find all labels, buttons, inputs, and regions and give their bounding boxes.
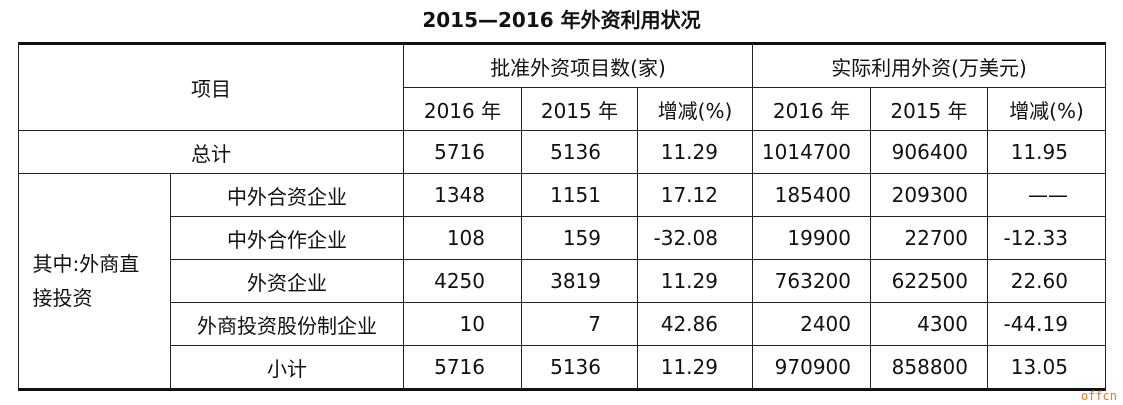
value-cell: 5136 [521,130,638,174]
value-cell: 5136 [521,345,638,390]
table-row: 总计 5716 5136 11.29 1014700 906400 11.95 [18,130,1106,174]
value-cell: -12.33 [987,216,1106,260]
table-row: 外资企业 4250 3819 11.29 763200 622500 22.60 [19,259,1106,303]
value-cell: 622500 [870,259,988,303]
subheader-cell: 2015 年 [521,87,638,131]
row-label: 外商投资股份制企业 [170,302,404,346]
value-cell: 1151 [521,173,638,217]
value-cell: 763200 [752,259,871,303]
subheader-cell: 2015 年 [870,87,988,131]
value-cell: -44.19 [987,302,1106,346]
value-cell: 19900 [752,216,871,260]
table-row: 其中:外商直接投资 中外合资企业 1348 1151 17.12 185400 209300… [18,173,1106,390]
value-cell: 3819 [521,259,638,303]
row-label: 外资企业 [170,259,404,303]
value-cell: 1014700 [752,130,871,174]
value-cell: 5716 [403,345,522,390]
value-cell: 22.60 [987,259,1106,303]
value-cell: 209300 [870,173,988,217]
value-cell: 5716 [403,130,522,174]
value-cell: 858800 [870,345,988,390]
row-label: 中外合资企业 [170,173,404,217]
value-cell: 4300 [870,302,988,346]
row-label: 总计 [18,130,404,174]
table-row: 外商投资股份制企业 10 7 42.86 2400 4300 -44.19 [19,302,1106,346]
value-cell: 185400 [752,173,871,217]
subheader-cell: 2016 年 [752,87,871,131]
table-row: 中外合作企业 108 159 -32.08 19900 22700 -12.33 [19,216,1106,260]
value-cell: 4250 [403,259,522,303]
table-row: 项目 批准外资项目数(家) 实际利用外资(万美元) [18,43,1106,131]
subheader-cell: 增减(%) [987,87,1106,131]
watermark: offcn [1080,389,1117,403]
value-cell: -32.08 [637,216,753,260]
row-label: 小计 [170,345,404,390]
header-cell: 项目 [18,43,404,131]
value-cell: 11.29 [637,259,753,303]
header-cell: 实际利用外资(万美元) [752,43,1106,88]
group-label: 其中:外商直接投资 [18,173,171,390]
subheader-cell: 2016 年 [403,87,522,131]
value-cell: 108 [403,216,522,260]
value-cell: 970900 [752,345,871,390]
value-cell: 906400 [870,130,988,174]
value-cell: 22700 [870,216,988,260]
value-cell: 11.95 [987,130,1106,174]
row-label: 中外合作企业 [170,216,404,260]
value-cell: 17.12 [637,173,753,217]
group-label-text: 其中:外商直接投资 [32,252,140,310]
table-title: 2015—2016 年外资利用状况 [422,8,701,32]
data-table: 项目 批准外资项目数(家) 实际利用外资(万美元) 2016 年 2015 年增减(%)… [18,42,1106,391]
subheader-cell: 增减(%) [637,87,753,131]
table-row: 小计 5716 5136 11.29 970900 858800 13.05 [19,345,1106,390]
value-cell: 159 [521,216,638,260]
value-cell: 42.86 [637,302,753,346]
value-cell: 2400 [752,302,871,346]
value-cell: 10 [403,302,522,346]
value-cell: 11.29 [637,345,753,390]
value-cell: 7 [521,302,638,346]
value-cell: —— [987,173,1106,217]
value-cell: 13.05 [987,345,1106,390]
value-cell: 11.29 [637,130,753,174]
header-cell: 批准外资项目数(家) [403,43,753,88]
value-cell: 1348 [403,173,522,217]
